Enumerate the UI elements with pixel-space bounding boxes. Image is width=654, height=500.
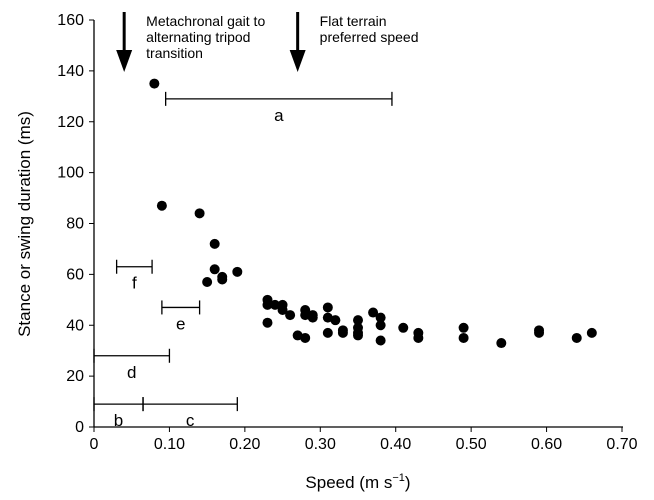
x-tick-label: 0.50 — [456, 436, 487, 453]
x-label-tail: ) — [405, 473, 411, 492]
y-tick-label: 20 — [66, 368, 84, 385]
x-label-sup: −1 — [392, 472, 405, 484]
range-label: b — [114, 411, 123, 430]
x-tick-label: 0.20 — [229, 436, 260, 453]
point — [232, 266, 243, 277]
point — [413, 332, 424, 343]
y-axis-label: Stance or swing duration (ms) — [15, 111, 34, 337]
x-axis-label: Speed (m s−1) — [305, 472, 410, 492]
y-tick-label: 120 — [57, 114, 84, 131]
point — [194, 208, 205, 219]
point — [262, 299, 273, 310]
range-label: c — [186, 411, 195, 430]
annotation: Metachronal gait to — [146, 13, 265, 29]
point — [337, 327, 348, 338]
x-tick-label: 0.30 — [305, 436, 336, 453]
x-label-text: Speed (m s — [305, 473, 392, 492]
x-tick-label: 0 — [90, 436, 99, 453]
point — [322, 302, 333, 313]
point — [292, 330, 303, 341]
y-tick-label: 0 — [75, 419, 84, 436]
point — [353, 330, 363, 341]
point — [322, 312, 333, 323]
point — [217, 274, 228, 285]
point — [300, 332, 311, 343]
range-label: a — [274, 106, 284, 125]
point — [156, 200, 167, 211]
point — [285, 310, 296, 321]
point — [270, 299, 281, 310]
point — [262, 317, 273, 328]
point — [375, 335, 386, 346]
y-tick-label: 80 — [66, 216, 84, 233]
y-tick-label: 40 — [66, 317, 84, 334]
point — [375, 312, 386, 323]
y-tick-label: 100 — [57, 165, 84, 182]
y-tick-label: 140 — [57, 63, 84, 80]
point — [300, 310, 311, 321]
y-tick-label: 160 — [57, 12, 84, 29]
point — [458, 332, 469, 343]
point — [209, 264, 220, 275]
x-tick-label: 0.60 — [531, 436, 562, 453]
x-tick-label: 0.10 — [154, 436, 185, 453]
point — [496, 338, 507, 349]
point — [277, 304, 288, 315]
point — [353, 315, 363, 326]
point — [149, 78, 160, 89]
annotation: preferred speed — [320, 29, 419, 45]
point — [586, 327, 597, 338]
annotation: Flat terrain — [320, 13, 387, 29]
range-label: f — [132, 274, 137, 293]
point — [534, 327, 545, 338]
point — [571, 332, 582, 343]
y-tick-label: 60 — [66, 266, 84, 283]
annotation: transition — [146, 45, 203, 61]
point — [368, 307, 379, 318]
point — [202, 277, 213, 288]
range-label: d — [127, 363, 136, 382]
arrow-head — [289, 50, 306, 72]
point — [398, 322, 409, 333]
point — [330, 315, 341, 326]
annotation: alternating tripod — [146, 29, 250, 45]
point — [458, 322, 469, 333]
x-tick-label: 0.40 — [380, 436, 411, 453]
point — [375, 320, 386, 331]
x-tick-label: 0.70 — [606, 436, 637, 453]
point — [209, 238, 220, 249]
point — [307, 312, 318, 323]
point — [322, 327, 333, 338]
arrow-head — [116, 50, 133, 72]
range-label: e — [176, 314, 185, 333]
